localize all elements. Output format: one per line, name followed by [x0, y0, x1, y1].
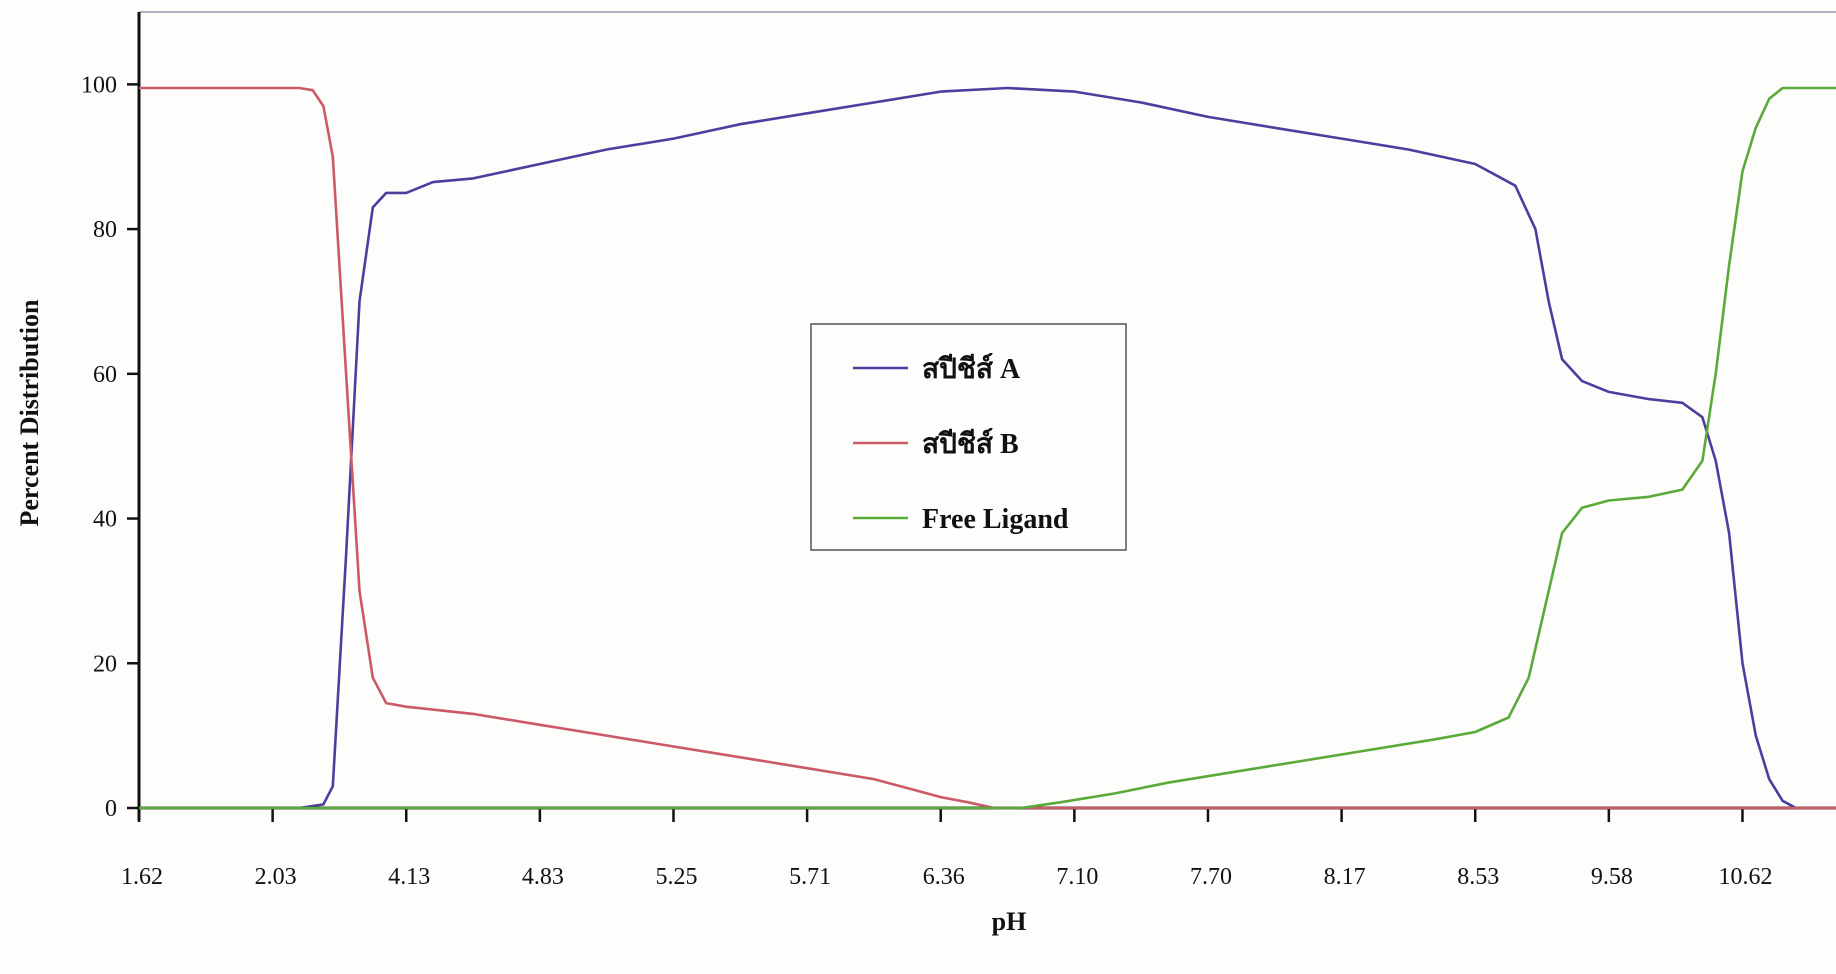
chart-tick-labels: 0 20 40 60 80 100 1.62 2.03 4.13 4.83 5.25 5.71 6.36… [81, 72, 1772, 890]
chart-series [139, 86, 1836, 810]
series-line-3 [139, 86, 1836, 810]
chart-axes [127, 11, 1836, 822]
x-tick-label: 1.62 [121, 864, 163, 890]
x-tick-label: 5.25 [655, 864, 697, 890]
y-tick-label: 20 [93, 651, 117, 677]
x-tick-label: 4.83 [522, 864, 564, 890]
x-tick-label: 8.17 [1324, 864, 1366, 890]
x-tick-label: 6.36 [923, 864, 965, 890]
series-line-1 [139, 86, 1836, 810]
x-tick-label: 5.71 [789, 864, 831, 890]
y-tick-label: 40 [93, 507, 117, 533]
y-tick-label: 100 [81, 72, 117, 98]
y-axis-title: Percent Distribution [15, 299, 44, 527]
x-tick-label: 7.70 [1190, 864, 1232, 890]
legend-label-3: Free Ligand [922, 504, 1069, 535]
x-tick-label: 2.03 [255, 864, 297, 890]
x-tick-label: 4.13 [388, 864, 430, 890]
x-axis-title: pH [992, 907, 1027, 936]
series-line-2 [139, 86, 1836, 810]
legend: สปีชีส์ A สปีชีส์ B Free Ligand [810, 323, 1127, 551]
x-tick-label: 7.10 [1056, 864, 1098, 890]
y-tick-label: 0 [105, 796, 117, 822]
y-tick-label: 80 [93, 217, 117, 243]
x-tick-label: 10.62 [1718, 864, 1772, 890]
legend-box [810, 323, 1127, 551]
x-tick-label: 8.53 [1457, 864, 1499, 890]
y-tick-label: 60 [93, 362, 117, 388]
x-tick-label: 9.58 [1591, 864, 1633, 890]
legend-label-1: สปีชีส์ A [922, 353, 1021, 385]
legend-label-2: สปีชีส์ B [922, 428, 1019, 460]
